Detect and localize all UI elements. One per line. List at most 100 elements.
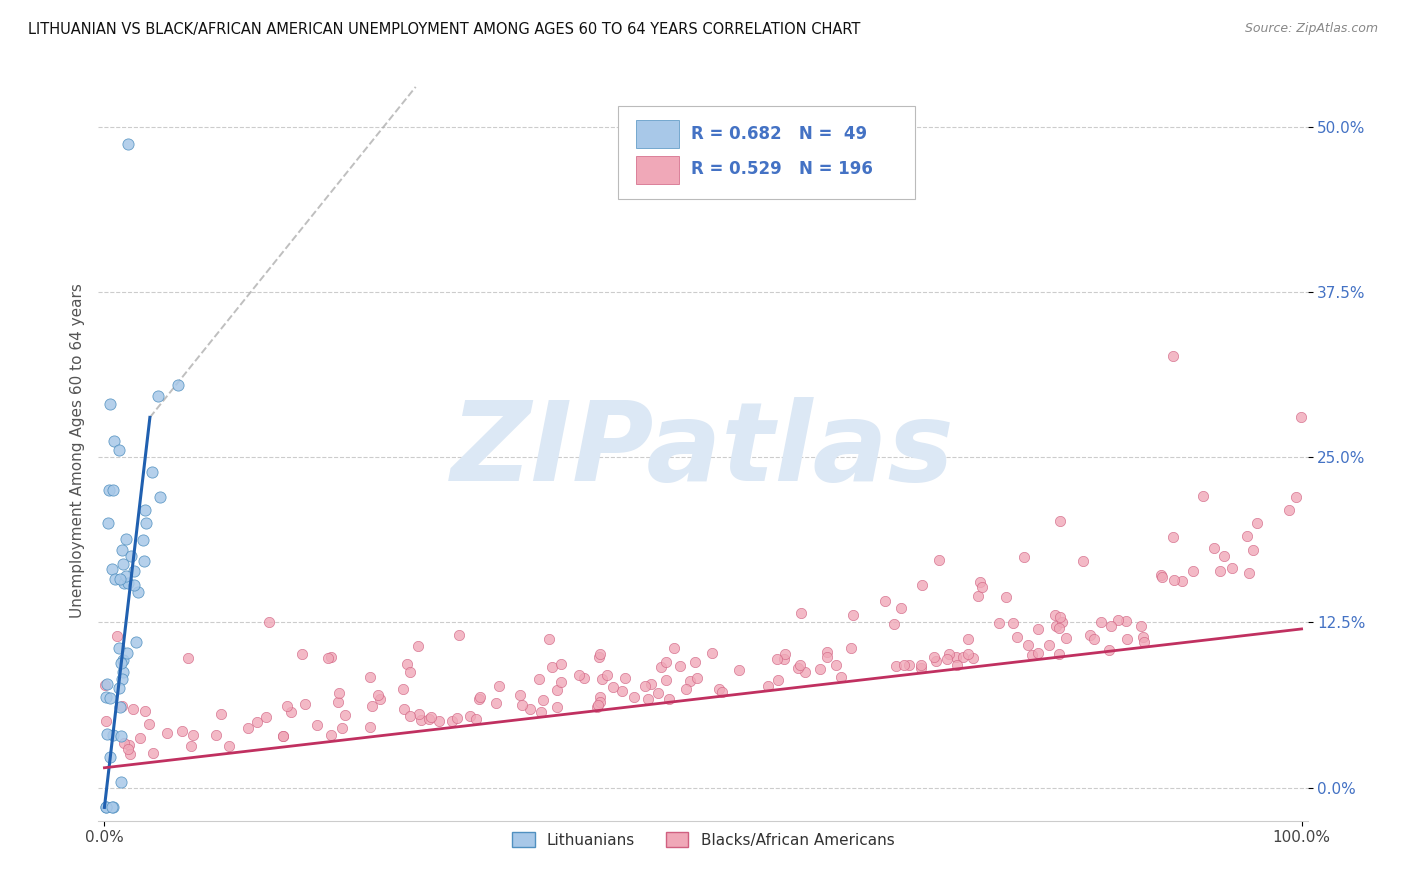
Point <box>468 692 491 706</box>
Point <box>945 649 967 664</box>
Point <box>1083 632 1105 647</box>
Point <box>970 580 993 594</box>
Point <box>1071 553 1094 567</box>
Point <box>370 692 392 706</box>
Point <box>935 651 957 665</box>
Point <box>773 647 796 661</box>
Point <box>170 724 193 739</box>
Point <box>884 658 907 673</box>
Point <box>112 575 135 590</box>
Point <box>246 715 269 730</box>
Point <box>271 730 294 744</box>
Point <box>1078 628 1101 642</box>
Point <box>1017 638 1039 652</box>
Point <box>98 483 121 497</box>
Point <box>957 632 980 646</box>
Point <box>610 684 633 698</box>
Point <box>398 708 420 723</box>
Point <box>1161 349 1184 363</box>
Point <box>700 646 723 660</box>
Point <box>910 658 932 673</box>
Point <box>1090 615 1112 629</box>
Point <box>105 628 128 642</box>
Point <box>446 711 468 725</box>
Point <box>789 657 811 672</box>
Point <box>679 673 702 688</box>
Point <box>447 628 470 642</box>
Point <box>550 657 572 671</box>
Point <box>135 516 157 531</box>
Point <box>1181 564 1204 578</box>
Point <box>328 686 350 700</box>
Point <box>637 692 659 706</box>
Point <box>686 671 709 685</box>
Point <box>1026 647 1049 661</box>
Point <box>104 572 127 586</box>
Point <box>938 648 960 662</box>
Point <box>209 706 232 721</box>
Point <box>418 712 440 726</box>
Point <box>98 750 121 764</box>
Point <box>115 569 138 583</box>
Point <box>257 615 280 630</box>
Point <box>962 651 984 665</box>
Point <box>142 746 165 760</box>
Point <box>391 681 413 696</box>
Point <box>893 658 915 673</box>
Point <box>361 699 384 714</box>
Point <box>1241 542 1264 557</box>
Point <box>883 616 905 631</box>
Point <box>96 677 118 691</box>
Point <box>108 572 131 586</box>
Point <box>946 658 969 673</box>
Point <box>1047 647 1070 661</box>
Point <box>1012 549 1035 564</box>
Point <box>540 659 562 673</box>
Point <box>273 730 295 744</box>
Point <box>101 483 124 497</box>
Point <box>711 684 734 698</box>
Point <box>218 739 240 753</box>
Point <box>1054 631 1077 645</box>
Point <box>294 697 316 711</box>
Point <box>156 725 179 739</box>
Point <box>613 671 636 685</box>
Point <box>138 717 160 731</box>
Point <box>519 702 541 716</box>
Point <box>326 695 349 709</box>
Point <box>897 658 920 673</box>
Point <box>108 681 131 696</box>
Point <box>550 675 572 690</box>
Point <box>1289 410 1312 425</box>
Point <box>585 699 607 714</box>
Point <box>1191 489 1213 503</box>
Point <box>408 707 430 722</box>
Point <box>254 710 277 724</box>
Point <box>1049 610 1071 624</box>
Legend: Lithuanians, Blacks/African Americans: Lithuanians, Blacks/African Americans <box>506 825 900 854</box>
Point <box>647 686 669 700</box>
Point <box>112 736 135 750</box>
Point <box>305 718 328 732</box>
Point <box>1021 648 1043 663</box>
Text: Source: ZipAtlas.com: Source: ZipAtlas.com <box>1244 22 1378 36</box>
Point <box>547 682 569 697</box>
Point <box>808 662 831 676</box>
Point <box>1150 568 1173 582</box>
Point <box>118 739 141 753</box>
Point <box>787 661 810 675</box>
Point <box>127 585 149 599</box>
Point <box>470 690 492 704</box>
Point <box>1047 621 1070 635</box>
Point <box>875 594 897 608</box>
Point <box>1163 573 1185 587</box>
Point <box>111 665 134 679</box>
Point <box>839 640 862 655</box>
Point <box>987 616 1010 631</box>
Point <box>640 677 662 691</box>
Point <box>1001 615 1024 630</box>
Point <box>176 651 198 665</box>
Point <box>96 727 118 741</box>
Point <box>111 542 134 557</box>
Point <box>97 516 120 531</box>
